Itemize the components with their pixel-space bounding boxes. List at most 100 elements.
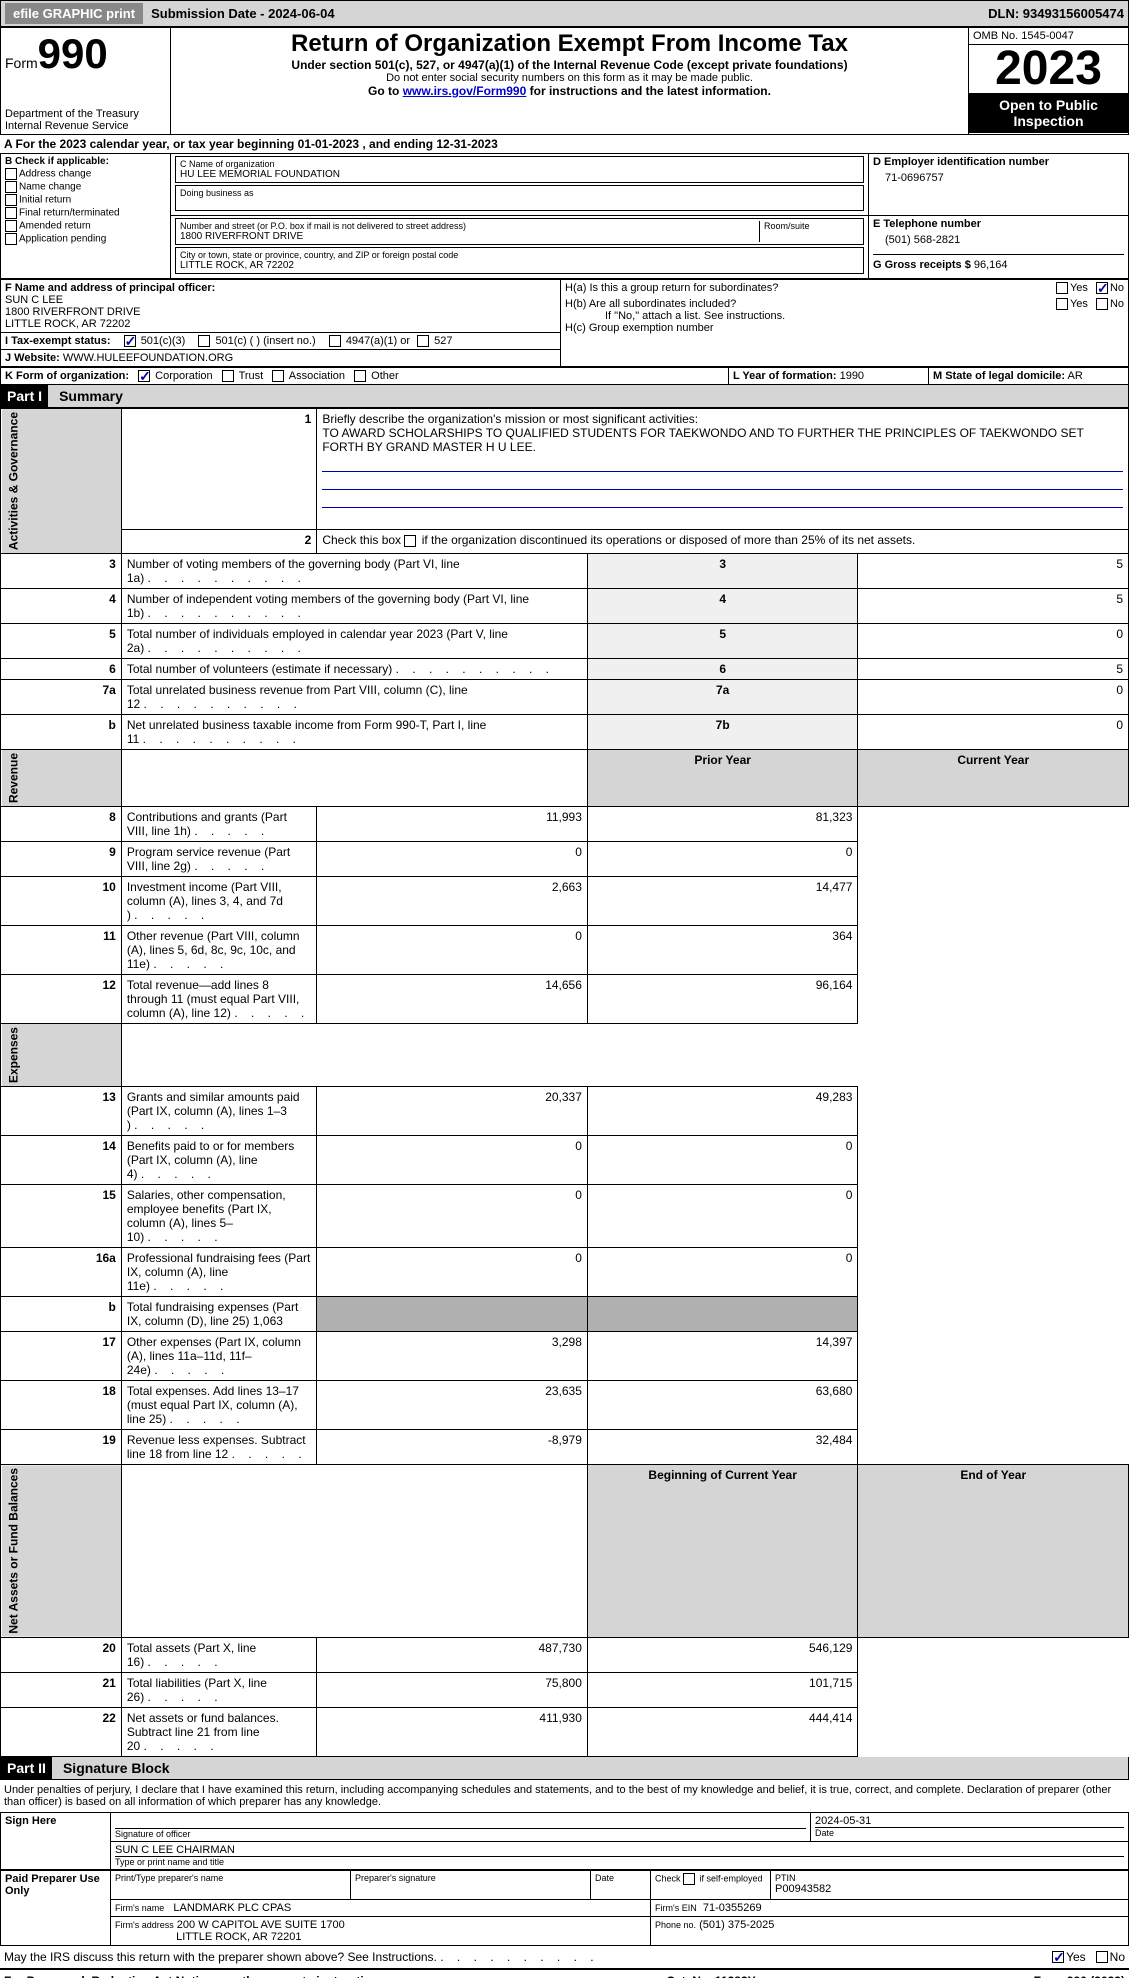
domicile-value: AR xyxy=(1067,370,1082,382)
rev-row-label: Other revenue (Part VIII, column (A), li… xyxy=(121,926,317,975)
domicile-cell: M State of legal domicile: AR xyxy=(929,368,1129,385)
gov-row-num: 7a xyxy=(587,680,858,715)
discuss-no[interactable] xyxy=(1096,1951,1108,1963)
rev-row-label: Contributions and grants (Part VIII, lin… xyxy=(121,807,317,842)
part2-header-row: Part II Signature Block xyxy=(0,1757,1129,1780)
check-corp[interactable] xyxy=(138,370,150,382)
firm-name-label: Firm's name xyxy=(115,1903,164,1913)
check-header: B Check if applicable: xyxy=(5,156,166,167)
exp-curr: 0 xyxy=(587,1136,858,1185)
submission-date: Submission Date - 2024-06-04 xyxy=(151,6,335,21)
exp-row-label: Benefits paid to or for members (Part IX… xyxy=(121,1136,317,1185)
check-527[interactable] xyxy=(417,335,429,347)
efile-graphic-btn[interactable]: efile GRAPHIC print xyxy=(5,3,143,24)
room-label: Room/suite xyxy=(764,221,859,231)
part2-title: Signature Block xyxy=(55,1760,170,1776)
net-row-label: Net assets or fund balances. Subtract li… xyxy=(121,1707,317,1756)
exp-prior: -8,979 xyxy=(317,1430,588,1465)
hb-no[interactable] xyxy=(1096,298,1108,310)
check-discontinued[interactable] xyxy=(404,535,416,547)
website-value: WWW.HULEEFOUNDATION.ORG xyxy=(63,352,233,364)
ha-no[interactable] xyxy=(1096,282,1108,294)
footer-right: Form 990 (2023) xyxy=(1034,1974,1125,1978)
check-address[interactable]: Address change xyxy=(5,168,166,180)
website-label: J Website: xyxy=(5,352,60,364)
ssn-warning: Do not enter social security numbers on … xyxy=(175,72,964,84)
exp-curr: 0 xyxy=(587,1248,858,1297)
gov-row-num: 6 xyxy=(587,659,858,680)
discuss-yes[interactable] xyxy=(1052,1951,1064,1963)
gov-row-num: 4 xyxy=(587,589,858,624)
rev-row-label: Investment income (Part VIII, column (A)… xyxy=(121,877,317,926)
dept-treasury: Department of the Treasury xyxy=(5,108,166,120)
gross-label: G Gross receipts $ xyxy=(873,259,971,271)
exp-row-label: Grants and similar amounts paid (Part IX… xyxy=(121,1087,317,1136)
city-label: City or town, state or province, country… xyxy=(180,250,859,260)
check-name[interactable]: Name change xyxy=(5,181,166,193)
check-4947[interactable] xyxy=(329,335,341,347)
gov-row-val: 0 xyxy=(858,715,1129,750)
begin-year-header: Beginning of Current Year xyxy=(587,1465,858,1638)
h-c-label: H(c) Group exemption number xyxy=(565,322,1124,334)
gov-row-label: Total number of volunteers (estimate if … xyxy=(121,659,587,680)
form-title: Return of Organization Exempt From Incom… xyxy=(175,30,964,58)
rev-row-label: Program service revenue (Part VIII, line… xyxy=(121,842,317,877)
preparer-label: Paid Preparer Use Only xyxy=(1,1870,111,1945)
phone-cell: E Telephone number (501) 568-2821 G Gros… xyxy=(869,216,1129,279)
exp-prior: 0 xyxy=(317,1248,588,1297)
firm-ein: 71-0355269 xyxy=(703,1902,762,1914)
check-applicable-col: B Check if applicable: Address change Na… xyxy=(1,154,171,279)
formation-label: L Year of formation: xyxy=(733,370,837,382)
firm-addr: 200 W CAPITOL AVE SUITE 1700 xyxy=(177,1919,345,1931)
exp-curr: 63,680 xyxy=(587,1381,858,1430)
form-org-table: K Form of organization: Corporation Trus… xyxy=(0,367,1129,385)
current-year-header: Current Year xyxy=(858,750,1129,807)
ein-cell: D Employer identification number 71-0696… xyxy=(869,154,1129,216)
check-501c3[interactable] xyxy=(124,335,136,347)
ein-label: D Employer identification number xyxy=(873,156,1124,168)
phone-label: E Telephone number xyxy=(873,218,1124,230)
footer-mid: Cat. No. 11282Y xyxy=(666,1974,755,1978)
part1-title: Summary xyxy=(51,388,123,404)
org-city: LITTLE ROCK, AR 72202 xyxy=(180,260,859,271)
net-row-label: Total liabilities (Part X, line 26) xyxy=(121,1672,317,1707)
dba-label: Doing business as xyxy=(180,188,859,198)
check-self-emp[interactable] xyxy=(683,1873,695,1885)
discuss-text: May the IRS discuss this return with the… xyxy=(4,1950,437,1964)
net-prior: 75,800 xyxy=(317,1672,588,1707)
check-other[interactable] xyxy=(354,370,366,382)
net-curr: 444,414 xyxy=(587,1707,858,1756)
irs-label: Internal Revenue Service xyxy=(5,120,166,132)
exp-row-label: Salaries, other compensation, employee b… xyxy=(121,1185,317,1248)
org-name-cell: C Name of organization HU LEE MEMORIAL F… xyxy=(171,154,869,216)
check-initial[interactable]: Initial return xyxy=(5,194,166,206)
exp-prior: 20,337 xyxy=(317,1087,588,1136)
gov-row-label: Number of voting members of the governin… xyxy=(121,554,587,589)
rev-prior: 0 xyxy=(317,926,588,975)
irs-link[interactable]: www.irs.gov/Form990 xyxy=(403,84,527,98)
officer-name: SUN C LEE xyxy=(5,294,556,306)
check-501c[interactable] xyxy=(198,335,210,347)
hb-yes[interactable] xyxy=(1056,298,1068,310)
check-assoc[interactable] xyxy=(272,370,284,382)
check-final[interactable]: Final return/terminated xyxy=(5,207,166,219)
part1-header-row: Part I Summary xyxy=(0,385,1129,408)
declaration-text: Under penalties of perjury, I declare th… xyxy=(0,1780,1129,1812)
check-amended[interactable]: Amended return xyxy=(5,220,166,232)
gov-row-val: 0 xyxy=(858,680,1129,715)
formation-cell: L Year of formation: 1990 xyxy=(729,368,929,385)
ha-yes[interactable] xyxy=(1056,282,1068,294)
rev-prior: 11,993 xyxy=(317,807,588,842)
form-990-box: Form990 Department of the Treasury Inter… xyxy=(1,28,171,135)
check-pending[interactable]: Application pending xyxy=(5,233,166,245)
type-name-label: Type or print name and title xyxy=(115,1857,1124,1867)
form-subtitle: Under section 501(c), 527, or 4947(a)(1)… xyxy=(175,58,964,72)
prep-phone: (501) 375-2025 xyxy=(699,1919,774,1931)
dln: DLN: 93493156005474 xyxy=(988,6,1124,21)
check-trust[interactable] xyxy=(222,370,234,382)
gov-row-label: Total unrelated business revenue from Pa… xyxy=(121,680,587,715)
rev-prior: 2,663 xyxy=(317,877,588,926)
exp-prior: 3,298 xyxy=(317,1332,588,1381)
prep-print-label: Print/Type preparer's name xyxy=(115,1873,346,1883)
form-org-label: K Form of organization: xyxy=(5,370,129,382)
